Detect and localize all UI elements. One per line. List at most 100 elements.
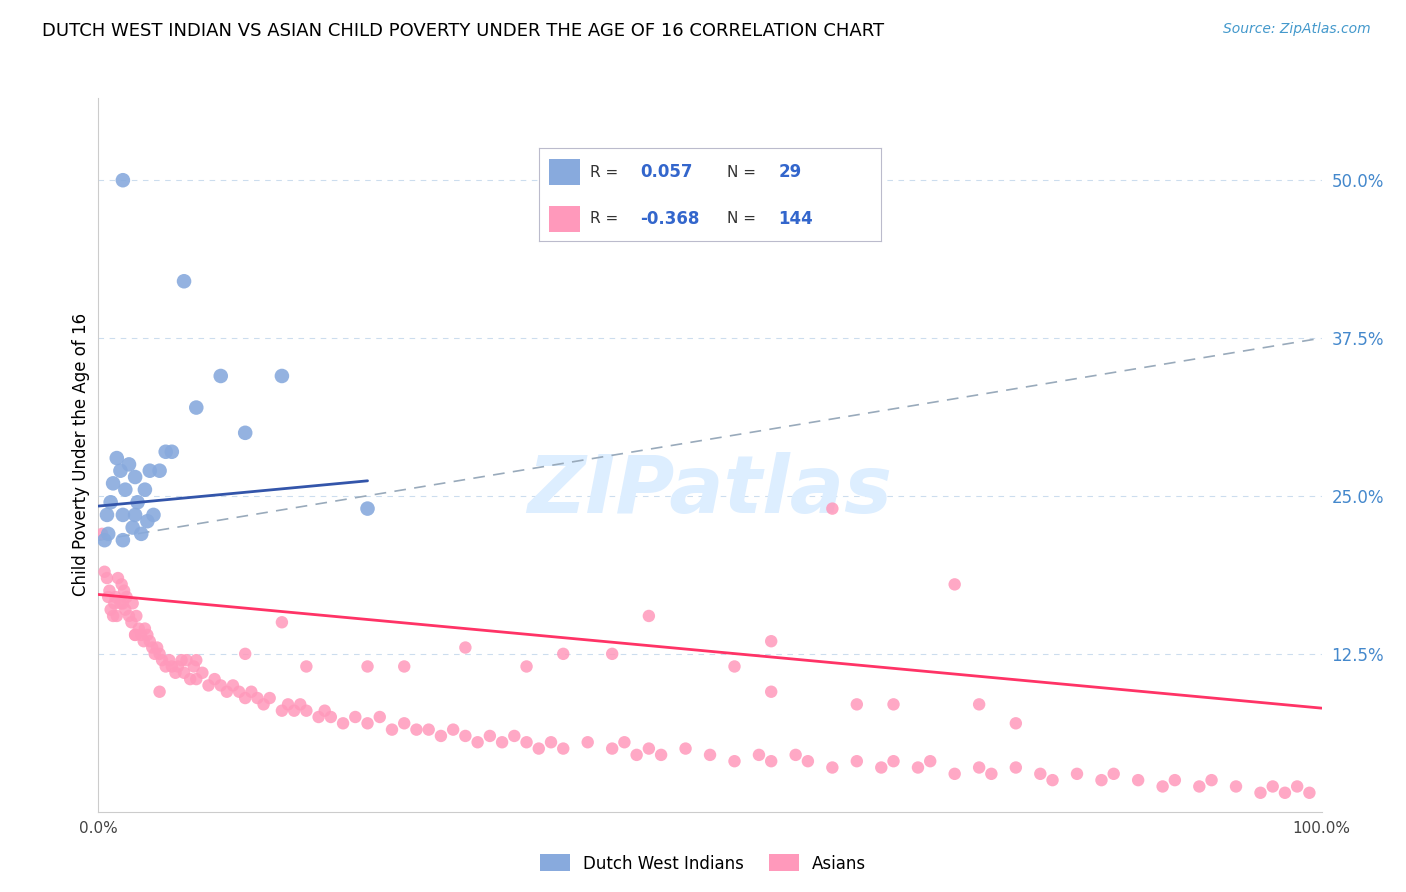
Point xyxy=(150,653,173,667)
Point xyxy=(167,659,190,673)
Point xyxy=(1188,780,1211,794)
Text: 0.057: 0.057 xyxy=(640,163,692,181)
Point xyxy=(233,691,256,706)
Point xyxy=(115,590,138,604)
Point xyxy=(191,665,214,680)
Point xyxy=(553,647,575,661)
Point xyxy=(209,369,232,384)
Point xyxy=(125,609,148,624)
Point xyxy=(1029,767,1052,781)
Point xyxy=(699,747,721,762)
Point xyxy=(870,760,893,774)
Text: 29: 29 xyxy=(779,163,801,181)
Point xyxy=(332,716,354,731)
Point xyxy=(576,735,599,749)
Point xyxy=(270,704,294,718)
Point xyxy=(600,741,623,756)
Point xyxy=(91,526,114,541)
Point xyxy=(821,760,844,774)
Text: ZIPatlas: ZIPatlas xyxy=(527,451,893,530)
Point xyxy=(527,741,550,756)
Point xyxy=(454,729,477,743)
Point xyxy=(270,369,294,384)
Point xyxy=(155,659,177,673)
Point xyxy=(215,684,238,698)
Point xyxy=(553,741,575,756)
Point xyxy=(111,533,134,548)
Point xyxy=(295,659,318,673)
Point xyxy=(920,754,942,768)
Point xyxy=(907,760,929,774)
Text: R =: R = xyxy=(591,211,623,226)
Point xyxy=(797,754,820,768)
Point xyxy=(96,508,118,522)
Point xyxy=(124,470,146,484)
Point xyxy=(97,590,120,604)
Point xyxy=(270,615,294,630)
Legend: Dutch West Indians, Asians: Dutch West Indians, Asians xyxy=(533,847,873,880)
Point xyxy=(183,659,205,673)
Text: 144: 144 xyxy=(779,210,813,227)
Text: N =: N = xyxy=(727,165,761,179)
Point xyxy=(1298,786,1320,800)
Point xyxy=(160,444,183,458)
Point xyxy=(179,672,201,686)
Point xyxy=(381,723,404,737)
Point xyxy=(111,508,134,522)
Point xyxy=(1249,786,1271,800)
Point xyxy=(157,653,180,667)
Point xyxy=(141,640,163,655)
Point xyxy=(100,602,122,616)
Point xyxy=(515,659,537,673)
Point xyxy=(121,520,143,534)
Point xyxy=(491,735,513,749)
Point xyxy=(149,647,172,661)
Point xyxy=(283,704,305,718)
Point xyxy=(186,672,208,686)
Point xyxy=(111,596,134,610)
Point xyxy=(943,767,966,781)
Point xyxy=(127,495,149,509)
Point xyxy=(139,634,162,648)
Point xyxy=(1286,780,1309,794)
Point xyxy=(105,451,128,466)
Point xyxy=(228,684,250,698)
Point xyxy=(943,577,966,591)
Point xyxy=(1164,773,1187,788)
Point xyxy=(723,754,745,768)
Point xyxy=(314,704,336,718)
Point xyxy=(845,754,868,768)
Point xyxy=(650,747,672,762)
Point xyxy=(344,710,367,724)
Y-axis label: Child Poverty Under the Age of 16: Child Poverty Under the Age of 16 xyxy=(72,313,90,597)
Point xyxy=(204,672,226,686)
Point xyxy=(134,483,156,497)
Point xyxy=(149,464,172,478)
Point xyxy=(142,508,165,522)
Point xyxy=(418,723,440,737)
Point xyxy=(132,634,155,648)
Point xyxy=(1066,767,1088,781)
Point xyxy=(748,747,770,762)
Point xyxy=(613,735,636,749)
Point xyxy=(136,628,159,642)
Point xyxy=(111,173,134,187)
Point xyxy=(405,723,427,737)
Point xyxy=(600,647,623,661)
Point xyxy=(252,698,274,712)
Point xyxy=(626,747,648,762)
Point xyxy=(723,659,745,673)
Point xyxy=(143,647,166,661)
Point xyxy=(124,628,146,642)
Point xyxy=(186,653,208,667)
Point xyxy=(134,622,156,636)
Bar xyxy=(550,205,579,232)
Point xyxy=(176,653,198,667)
Point xyxy=(136,514,159,528)
Point xyxy=(118,609,141,624)
Point xyxy=(246,691,269,706)
Point xyxy=(124,628,146,642)
Point xyxy=(114,483,136,497)
Point xyxy=(197,678,219,692)
Point xyxy=(155,444,177,458)
